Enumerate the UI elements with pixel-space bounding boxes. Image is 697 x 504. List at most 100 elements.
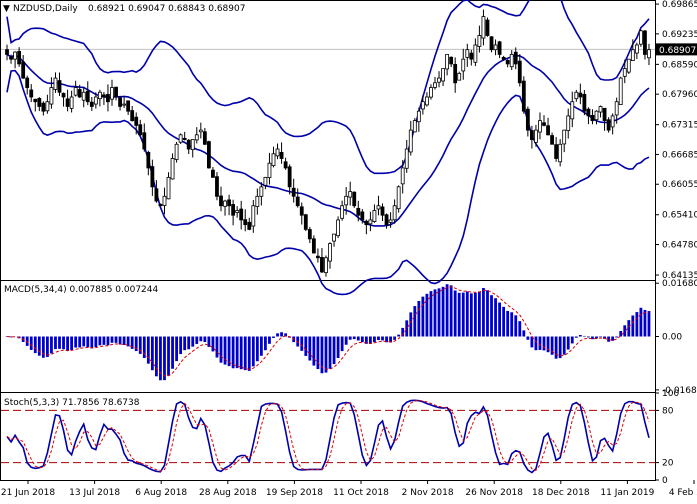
candle-body (615, 102, 618, 115)
candle-body (211, 170, 214, 177)
price-ytick-label: 0.66055 (662, 180, 697, 190)
candle-body (643, 31, 646, 54)
candle-body (191, 140, 194, 150)
candle-body (502, 57, 505, 59)
candle-body (567, 116, 570, 131)
macd-histogram-bar (58, 337, 61, 349)
candle-body (232, 204, 235, 215)
macd-histogram-bar (510, 312, 513, 336)
price-ytick-label: 0.67960 (662, 90, 697, 100)
candle-body (240, 209, 243, 220)
candle-body (571, 102, 574, 119)
macd-histogram-bar (446, 284, 449, 336)
macd-histogram-bar (599, 337, 602, 338)
candle-body (454, 64, 457, 82)
stoch-ytick-label: 100 (662, 389, 679, 399)
candle-body (195, 135, 198, 140)
candle-body (433, 83, 436, 88)
candle-body (329, 244, 332, 262)
price-ytick-label: 0.67315 (662, 121, 697, 131)
price-ytick-label: 0.64780 (662, 241, 697, 251)
macd-histogram-bar (232, 337, 235, 369)
macd-histogram-bar (50, 337, 53, 354)
price-ytick-label: 0.66685 (662, 150, 697, 160)
macd-histogram-bar (373, 337, 376, 343)
candle-body (506, 60, 509, 64)
xtick-label: 19 Sep 2018 (266, 488, 323, 498)
candle-body (260, 187, 263, 196)
candle-body (106, 94, 109, 101)
candle-body (167, 177, 170, 198)
candle-body (183, 138, 186, 139)
candle-body (119, 98, 122, 106)
candle-body (62, 93, 65, 97)
candle-body (470, 53, 473, 59)
candle-body (595, 111, 598, 120)
candle-body (458, 73, 461, 80)
price-ytick-label: 0.69235 (662, 30, 697, 40)
xtick-label: 28 Aug 2018 (199, 488, 257, 498)
candle-body (631, 50, 634, 61)
xtick-label: 13 Jul 2018 (69, 488, 120, 498)
candle-body (66, 99, 69, 107)
candle-body (619, 78, 622, 105)
macd-histogram-bar (62, 337, 65, 350)
macd-histogram-bar (470, 293, 473, 336)
candle-body (607, 120, 610, 130)
candle-body (563, 130, 566, 144)
macd-histogram-bar (587, 337, 590, 338)
candle-body (86, 91, 89, 101)
candle-body (494, 45, 497, 50)
candle-body (46, 102, 49, 111)
macd-histogram-bar (123, 337, 126, 345)
macd-histogram-bar (640, 308, 643, 337)
candle-body (575, 92, 578, 98)
candle-body (639, 31, 642, 44)
candle-body (171, 158, 174, 178)
price-ytick-label: 0.65410 (662, 211, 697, 221)
candle-body (54, 78, 57, 89)
candle-body (599, 106, 602, 112)
macd-histogram-bar (54, 337, 57, 350)
candle-body (421, 102, 424, 109)
candle-body (547, 126, 550, 135)
candle-body (450, 57, 453, 64)
macd-histogram-bar (337, 337, 340, 358)
candle-body (478, 36, 481, 47)
macd-histogram-bar (631, 315, 634, 336)
macd-histogram-bar (482, 288, 485, 336)
macd-histogram-bar (143, 337, 146, 358)
candle-body (292, 188, 295, 196)
candle-body (175, 144, 178, 159)
macd-histogram-bar (119, 337, 122, 345)
candle-body (337, 220, 340, 236)
macd-histogram-bar (272, 337, 275, 338)
price-ytick-label: 0.69865 (662, 0, 697, 10)
macd-histogram-bar (159, 337, 162, 381)
candle-body (587, 109, 590, 116)
candle-body (401, 168, 404, 184)
macd-histogram-bar (38, 337, 41, 356)
macd-histogram-bar (46, 337, 49, 357)
macd-histogram-bar (607, 337, 610, 342)
macd-histogram-bar (312, 337, 315, 366)
candle-body (518, 61, 521, 83)
candle-body (393, 206, 396, 220)
macd-histogram-bar (276, 333, 279, 336)
candle-body (244, 220, 247, 225)
candle-body (353, 192, 356, 206)
xtick-label: 21 Jun 2018 (1, 488, 55, 498)
candle-body (316, 256, 319, 258)
price-panel-frame (1, 1, 656, 281)
candle-body (603, 108, 606, 120)
macd-histogram-bar (333, 337, 336, 365)
candle-body (58, 81, 61, 93)
candle-body (300, 207, 303, 215)
macd-histogram-bar (494, 298, 497, 336)
macd-histogram-bar (571, 337, 574, 344)
macd-histogram-bar (583, 336, 586, 337)
macd-histogram-bar (183, 337, 186, 351)
stoch-ytick-label: 80 (662, 406, 674, 416)
macd-histogram-bar (199, 337, 202, 342)
candle-body (155, 189, 158, 201)
